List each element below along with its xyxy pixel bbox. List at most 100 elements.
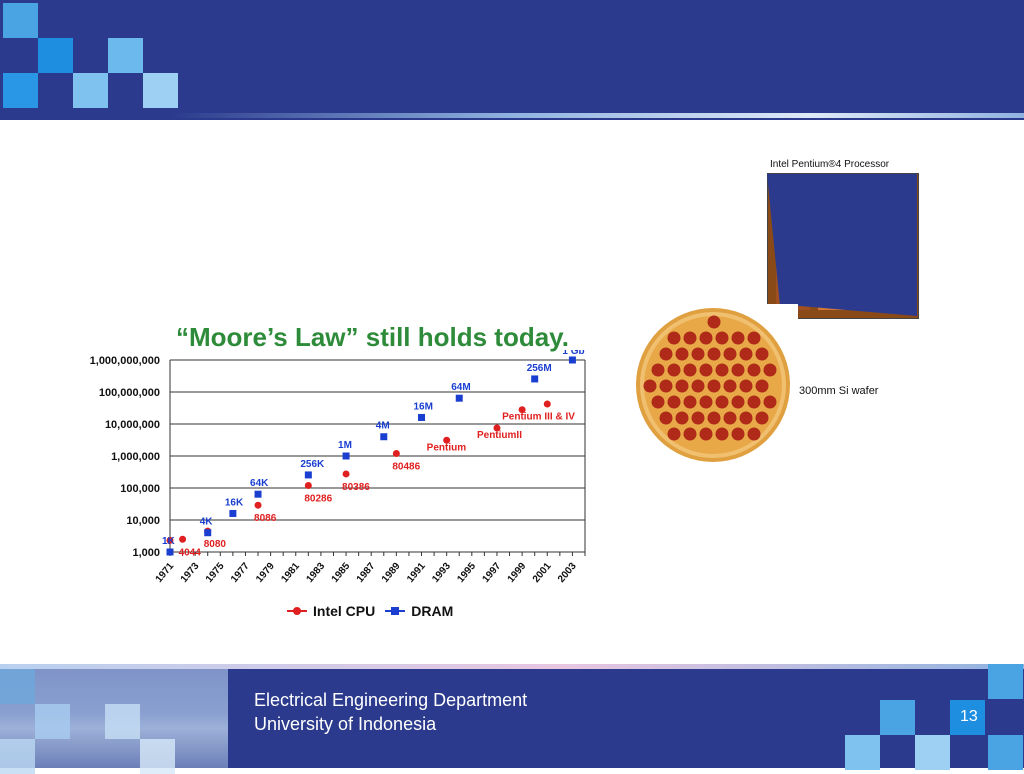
dram-point (531, 375, 539, 383)
pepperoni-dot (667, 331, 681, 345)
pepperoni-dot (699, 363, 713, 377)
pepperoni-dot (763, 363, 777, 377)
footer-institution: Electrical Engineering Department Univer… (254, 688, 527, 736)
decor-square (3, 73, 38, 108)
pepperoni-dot (699, 427, 713, 441)
dram-point-label: 256K (300, 459, 325, 470)
pepperoni-dot (715, 363, 729, 377)
x-tick-label: 1993 (430, 561, 453, 585)
cpu-point-label: 8086 (254, 513, 277, 524)
cpu-point (179, 535, 187, 543)
pepperoni-dot (731, 331, 745, 345)
decor-square (143, 73, 178, 108)
pepperoni-dot (747, 331, 761, 345)
wafer-caption: 300mm Si wafer (799, 385, 879, 397)
pepperoni-dot (731, 395, 745, 409)
decor-square (988, 664, 1023, 699)
cpu-point (166, 536, 174, 544)
x-tick-label: 1973 (179, 561, 202, 585)
footer-divider (0, 664, 1024, 669)
cpu-point-label: 80386 (342, 482, 370, 493)
dram-point (304, 471, 312, 479)
dram-point-label: 64K (250, 478, 269, 489)
pepperoni-dot (739, 347, 753, 361)
y-tick-label: 1,000,000 (111, 451, 160, 463)
cpu-point-label: PentiumII (477, 430, 522, 441)
zoom-wedge (767, 174, 917, 316)
decor-square (140, 739, 175, 774)
cpu-point (443, 436, 451, 444)
pepperoni-dot (675, 347, 689, 361)
dram-point-label: 1K (162, 536, 176, 547)
pepperoni-dot (707, 379, 721, 393)
dram-point (229, 509, 237, 517)
pepperoni-dot (659, 347, 673, 361)
y-tick-label: 100,000 (120, 483, 160, 495)
pepperoni-dot (667, 395, 681, 409)
pepperoni-dot (699, 395, 713, 409)
page-number-box (950, 700, 985, 735)
cpu-point-label: Pentium (427, 442, 467, 453)
decor-square (35, 704, 70, 739)
pepperoni-dot (707, 315, 721, 329)
dram-point (204, 529, 212, 537)
pepperoni-dot (699, 331, 713, 345)
decor-square (105, 704, 140, 739)
pepperoni-dot (723, 347, 737, 361)
page-number: 13 (960, 708, 978, 725)
dram-point-label: 1 Gb (562, 350, 584, 357)
pepperoni-dot (715, 427, 729, 441)
pepperoni-dot (691, 379, 705, 393)
pepperoni-dot (667, 363, 681, 377)
pepperoni-dot (707, 411, 721, 425)
pepperoni-dot (659, 379, 673, 393)
pepperoni-dot (707, 347, 721, 361)
dram-point (418, 413, 426, 421)
decor-square (0, 739, 35, 774)
dram-point (166, 548, 174, 556)
pepperoni-dot (675, 411, 689, 425)
decor-square (880, 700, 915, 735)
pepperoni-dot (755, 379, 769, 393)
pepperoni-dot (683, 331, 697, 345)
pepperoni-dot (763, 395, 777, 409)
pepperoni-dot (731, 363, 745, 377)
dram-point-label: 256M (527, 363, 552, 374)
cpu-point (518, 406, 526, 414)
y-tick-label: 1,000 (132, 547, 160, 559)
x-tick-label: 1981 (279, 561, 302, 585)
y-tick-label: 10,000,000 (105, 419, 160, 431)
pepperoni-dot (643, 379, 657, 393)
dram-point (342, 452, 350, 460)
x-tick-label: 1995 (455, 561, 478, 585)
cpu-point-label: 80286 (304, 493, 332, 504)
dram-point-label: 1M (338, 440, 352, 451)
dram-point-label: 16M (414, 401, 433, 412)
dram-point (455, 394, 463, 402)
x-tick-label: 1985 (330, 561, 353, 585)
pepperoni-dot (651, 363, 665, 377)
dram-point-label: 4K (200, 517, 214, 528)
pepperoni-dot (683, 363, 697, 377)
pepperoni-dot (675, 379, 689, 393)
slide-header (0, 0, 1024, 120)
cpu-point-label: Pentium III & IV (502, 412, 575, 423)
cpu-point (493, 424, 501, 432)
x-tick-label: 2003 (556, 561, 579, 585)
decor-square (915, 735, 950, 770)
cpu-point (342, 470, 350, 478)
pepperoni-dot (651, 395, 665, 409)
x-tick-label: 1987 (355, 561, 378, 585)
x-tick-label: 1971 (154, 561, 177, 585)
dram-point (254, 490, 262, 498)
pepperoni-dot (691, 347, 705, 361)
dram-point-label: 64M (451, 382, 470, 393)
wafer-image (628, 304, 798, 466)
pepperoni-dot (715, 395, 729, 409)
x-tick-label: 1989 (380, 561, 403, 585)
department-name: Electrical Engineering Department (254, 690, 528, 710)
x-tick-label: 2001 (531, 561, 554, 585)
y-tick-label: 1,000,000,000 (90, 355, 160, 367)
decor-square (0, 669, 35, 704)
pepperoni-dot (747, 427, 761, 441)
